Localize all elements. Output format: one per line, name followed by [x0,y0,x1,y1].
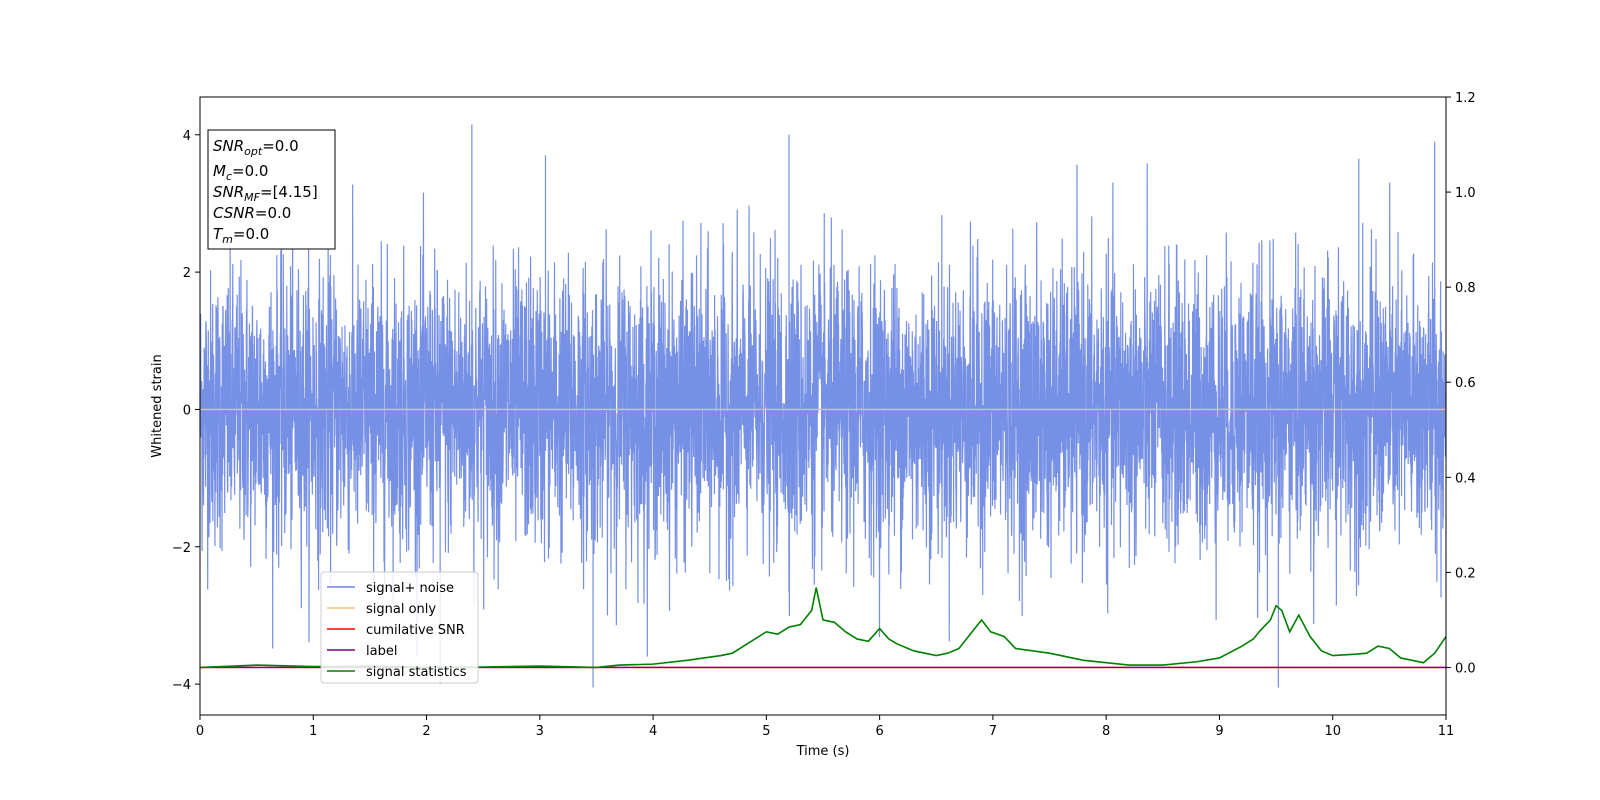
x-tick-label: 0 [196,724,204,739]
x-axis-label: Time (s) [796,744,850,759]
y-tick-label: 4 [183,129,191,144]
info-line: Tm=0.0 [213,225,269,246]
series-signal-statistics [199,587,1447,669]
y2-tick-label: 1.2 [1455,91,1476,106]
y-tick-label: 0 [183,403,191,418]
x-tick-label: 7 [989,724,997,739]
y2-tick-label: 0.0 [1455,661,1476,676]
x-tick-label: 1 [309,724,317,739]
y2-tick-label: 1.0 [1455,186,1476,201]
x-tick-label: 6 [875,724,883,739]
x-tick-label: 9 [1215,724,1223,739]
signal-noise-trace-layer [199,124,1447,688]
series-signal-noise [199,124,1447,688]
x-tick-label: 11 [1438,724,1455,739]
legend-label: cumilative SNR [366,623,465,638]
legend-label: signal statistics [366,665,467,680]
info-line: SNRMF=[4.15] [213,183,318,204]
y2-tick-label: 0.8 [1455,281,1476,296]
y2-tick-label: 0.4 [1455,471,1476,486]
y2-tick-label: 0.6 [1455,376,1476,391]
y-axis-label: Whitened strain [150,354,165,457]
info-line: CSNR=0.0 [213,204,291,222]
y-tick-label: −2 [172,541,191,556]
y-axis-right: 1.2 1.0 0.8 0.6 0.4 0.2 0.0 [1446,91,1476,676]
y-tick-label: −4 [172,678,191,693]
x-tick-label: 2 [422,724,430,739]
legend-label: signal+ noise [366,581,454,596]
y-tick-label: 2 [183,266,191,281]
x-tick-label: 3 [536,724,544,739]
y-axis-left: 4 2 0 −2 −4 [172,129,200,693]
plot-area-frame [199,96,1447,716]
x-tick-label: 4 [649,724,657,739]
info-line: Mc=0.0 [213,162,268,183]
legend: signal+ noise signal only cumilative SNR la… [320,571,479,684]
y2-tick-label: 0.2 [1455,566,1476,581]
x-tick-label: 5 [762,724,770,739]
x-tick-label: 8 [1102,724,1110,739]
legend-label: label [366,644,397,659]
x-axis: 0 1 2 3 4 5 6 7 8 9 10 11 [196,715,1454,739]
legend-label: signal only [366,602,436,617]
x-tick-label: 10 [1324,724,1341,739]
info-line: SNRopt=0.0 [213,137,299,158]
